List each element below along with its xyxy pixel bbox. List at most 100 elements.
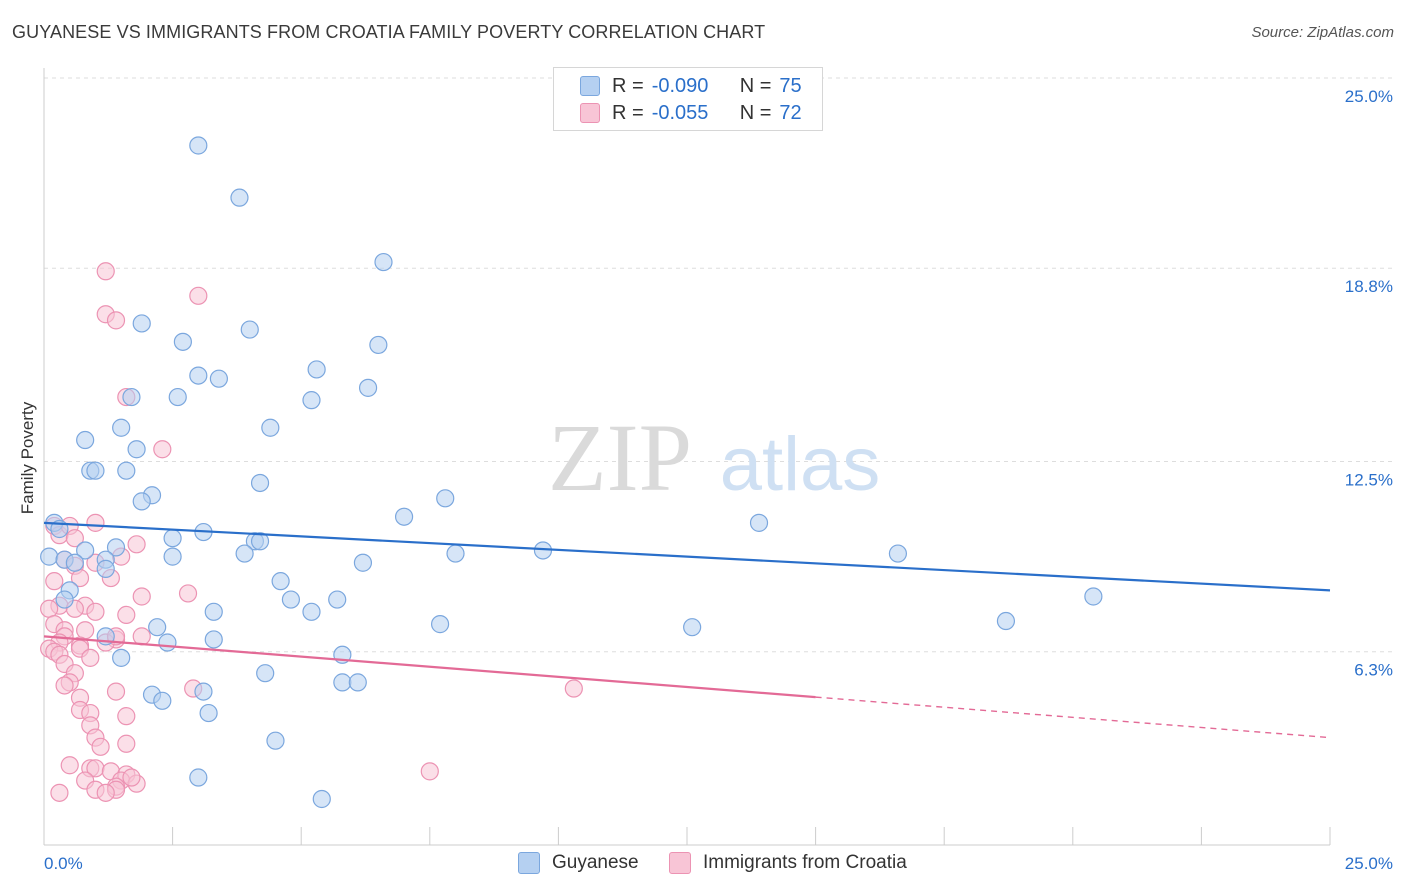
- croatia-point: [132, 627, 151, 646]
- guyanese-point: [65, 553, 84, 572]
- watermark-atlas: atlas: [720, 422, 881, 507]
- guyanese-point: [250, 473, 270, 493]
- legend-n-value: 72: [779, 101, 802, 124]
- guyanese-point: [369, 335, 388, 355]
- guyanese-point: [127, 440, 146, 459]
- legend-r-label: R =: [612, 101, 644, 124]
- legend-swatch-guyanese: [518, 852, 540, 874]
- guyanese-point: [749, 513, 769, 532]
- croatia-point: [117, 707, 136, 726]
- croatia-point: [178, 584, 198, 603]
- croatia-point: [96, 783, 115, 802]
- guyanese-point: [446, 544, 465, 563]
- guyanese-point: [40, 547, 59, 566]
- croatia-point: [96, 262, 115, 281]
- legend-r-value: -0.090: [651, 74, 709, 97]
- croatia-point: [122, 768, 141, 787]
- guyanese-point: [302, 391, 321, 410]
- guyanese-point: [348, 673, 367, 692]
- guyanese-point: [76, 430, 95, 450]
- legend-item-guyanese: Guyanese: [518, 852, 639, 874]
- y-tick-label: 25.0%: [1345, 87, 1393, 106]
- croatia-point: [50, 783, 69, 802]
- legend-swatch-croatia: [580, 103, 600, 123]
- y-tick-label: 18.8%: [1345, 277, 1393, 296]
- guyanese-point: [374, 252, 393, 272]
- guyanese-point: [281, 590, 301, 609]
- legend-swatch-croatia: [669, 852, 691, 874]
- guyanese-point: [333, 673, 352, 692]
- series-legend: Guyanese Immigrants from Croatia: [0, 852, 1406, 878]
- guyanese-point: [312, 789, 331, 809]
- guyanese-point: [132, 492, 151, 511]
- y-tick-label: 12.5%: [1345, 471, 1393, 490]
- guyanese-point: [96, 559, 115, 578]
- watermark-zip: ZIP: [548, 404, 692, 511]
- series-guyanese-points: [40, 136, 1103, 809]
- legend-n-label: N =: [739, 74, 772, 97]
- guyanese-point: [996, 611, 1016, 631]
- guyanese-point: [173, 332, 192, 351]
- x-tick-label: 25.0%: [1345, 854, 1393, 873]
- guyanese-point: [112, 418, 131, 437]
- guyanese-point: [148, 618, 167, 637]
- guyanese-point: [436, 489, 455, 508]
- guyanese-point: [1084, 587, 1103, 606]
- source-label: Source: ZipAtlas.com: [1251, 24, 1394, 41]
- guyanese-point: [122, 387, 141, 407]
- axes: [43, 68, 1331, 846]
- guyanese-point: [328, 590, 347, 609]
- croatia-point: [60, 756, 79, 775]
- guyanese-point: [55, 590, 74, 609]
- croatia-point: [91, 737, 110, 756]
- series-croatia-points: [40, 262, 583, 802]
- guyanese-point: [112, 648, 131, 667]
- guyanese-point: [302, 602, 321, 621]
- y-tick-label: 6.3%: [1354, 661, 1393, 680]
- legend-n-label: N =: [739, 101, 772, 124]
- guyanese-point: [394, 507, 414, 526]
- croatia-point: [76, 621, 95, 640]
- guyanese-point: [353, 553, 373, 572]
- guyanese-point: [117, 461, 136, 480]
- croatia-point: [55, 676, 74, 695]
- legend-r-value: -0.055: [651, 101, 709, 124]
- croatia-point: [45, 572, 64, 591]
- guyanese-point: [189, 366, 208, 385]
- guyanese-point: [266, 731, 285, 750]
- croatia-point: [106, 311, 126, 330]
- guyanese-point: [199, 703, 218, 723]
- legend-row-guyanese: R = -0.090 N = 75: [580, 74, 802, 98]
- guyanese-point: [358, 378, 378, 397]
- trend-lines: [43, 521, 1331, 739]
- croatia-point: [117, 734, 136, 753]
- croatia-point: [564, 679, 583, 698]
- legend-item-croatia: Immigrants from Croatia: [669, 852, 907, 874]
- guyanese-point: [430, 615, 450, 634]
- guyanese-point: [194, 682, 213, 701]
- legend-row-croatia: R = -0.055 N = 72: [580, 101, 802, 125]
- guyanese-point: [189, 768, 208, 787]
- guyanese-point: [158, 633, 177, 652]
- legend-swatch-guyanese: [580, 76, 600, 96]
- guyanese-point: [307, 360, 326, 379]
- croatia-point: [127, 535, 146, 554]
- legend-r-label: R =: [612, 74, 644, 97]
- chart-title: GUYANESE VS IMMIGRANTS FROM CROATIA FAMI…: [12, 22, 766, 42]
- guyanese-point: [163, 547, 182, 566]
- guyanese-point: [235, 544, 254, 563]
- trend-line: [43, 635, 816, 699]
- guyanese-point: [76, 541, 95, 560]
- tick-labels: 6.3% 12.5% 18.8% 25.0% 0.0% 25.0%: [44, 87, 1393, 873]
- stats-legend: R = -0.090 N = 75 R = -0.055 N = 72: [553, 67, 823, 131]
- croatia-point: [106, 682, 126, 701]
- guyanese-point: [256, 664, 275, 683]
- trend-line: [43, 521, 1331, 592]
- legend-label-croatia: Immigrants from Croatia: [703, 852, 907, 873]
- croatia-point: [132, 587, 151, 606]
- guyanese-point: [189, 136, 208, 155]
- guyanese-point: [204, 602, 223, 621]
- guyanese-point: [163, 529, 182, 548]
- guyanese-point: [230, 188, 249, 207]
